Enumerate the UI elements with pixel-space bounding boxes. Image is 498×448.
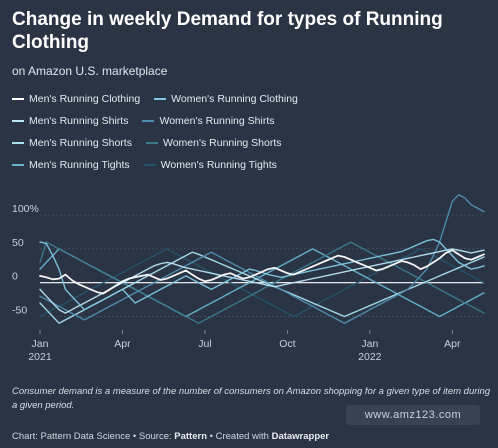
legend-label: Men's Running Tights bbox=[29, 159, 130, 171]
x-tick-label: Apr bbox=[114, 338, 131, 350]
legend-label: Women's Running Clothing bbox=[171, 93, 298, 105]
series-line bbox=[39, 251, 485, 324]
legend-item: Men's Running Clothing bbox=[12, 93, 140, 105]
legend-swatch bbox=[12, 120, 24, 122]
series-line bbox=[39, 249, 485, 295]
legend-swatch bbox=[12, 164, 24, 166]
legend-label: Women's Running Shorts bbox=[162, 137, 282, 149]
legend-item: Women's Running Tights bbox=[143, 159, 277, 171]
legend-swatch bbox=[142, 120, 155, 122]
y-tick-label: 0 bbox=[12, 271, 18, 283]
legend-swatch bbox=[12, 142, 24, 144]
x-tick-label: Jul bbox=[198, 338, 211, 350]
legend-item: Men's Running Shorts bbox=[12, 137, 132, 149]
y-tick-label: 50 bbox=[12, 237, 24, 249]
credit-source[interactable]: Pattern bbox=[174, 431, 207, 442]
legend-item: Women's Running Shirts bbox=[142, 115, 275, 127]
chart-credit: Chart: Pattern Data Science • Source: Pa… bbox=[12, 431, 329, 442]
credit-tool[interactable]: Datawrapper bbox=[271, 431, 330, 442]
credit-prefix: Chart: Pattern Data Science • Source: bbox=[12, 431, 175, 442]
legend-item: Men's Running Shirts bbox=[12, 115, 128, 127]
legend-row: Men's Running Clothing Women's Running Cl… bbox=[12, 88, 492, 110]
legend-swatch bbox=[154, 98, 167, 100]
chart-title: Change in weekly Demand for types of Run… bbox=[12, 9, 443, 53]
series-line bbox=[39, 194, 485, 324]
series-line bbox=[39, 248, 485, 318]
legend-item: Women's Running Clothing bbox=[154, 93, 298, 105]
legend-label: Men's Running Clothing bbox=[29, 93, 141, 105]
legend-row: Men's Running Shorts Women's Running Shor… bbox=[12, 132, 492, 154]
legend-label: Women's Running Shirts bbox=[159, 115, 275, 127]
credit-middle: • Created with bbox=[207, 431, 272, 442]
legend-swatch bbox=[12, 98, 24, 100]
y-tick-label: 100% bbox=[12, 203, 39, 215]
legend-label: Men's Running Shorts bbox=[29, 137, 132, 149]
legend-row: Men's Running Shirts Women's Running Shir… bbox=[12, 110, 492, 132]
x-tick-sublabel: 2021 bbox=[28, 351, 52, 363]
legend-item: Men's Running Tights bbox=[12, 159, 130, 171]
legend-label: Men's Running Shirts bbox=[29, 115, 129, 127]
legend-item: Women's Running Shorts bbox=[145, 137, 282, 149]
x-tick-label: Jan bbox=[32, 338, 49, 350]
legend-swatch bbox=[143, 164, 156, 166]
chart-subtitle: on Amazon U.S. marketplace bbox=[12, 64, 168, 78]
legend-row: Men's Running Tights Women's Running Tigh… bbox=[12, 154, 492, 176]
legend-swatch bbox=[145, 142, 158, 144]
watermark: www.amz123.com bbox=[346, 405, 480, 425]
series-line bbox=[39, 241, 485, 324]
x-tick-label: Apr bbox=[444, 338, 461, 350]
x-tick-label: Oct bbox=[279, 338, 295, 350]
y-tick-label: -50 bbox=[12, 304, 27, 316]
chart-note: Consumer demand is a measure of the numb… bbox=[12, 386, 491, 411]
legend-label: Women's Running Tights bbox=[160, 159, 277, 171]
x-tick-sublabel: 2022 bbox=[358, 351, 382, 363]
legend: Men's Running Clothing Women's Running Cl… bbox=[12, 88, 492, 176]
x-tick-label: Jan bbox=[361, 338, 378, 350]
